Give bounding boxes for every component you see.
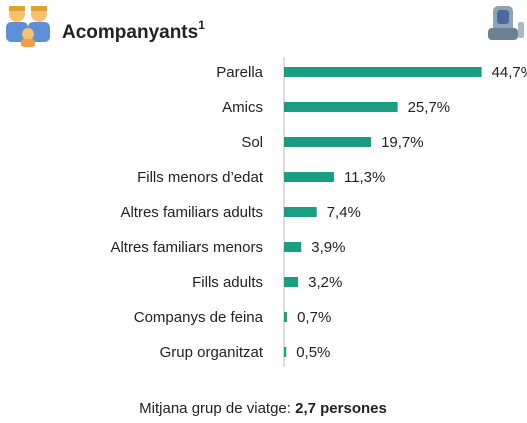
value-label: 0,7% — [297, 309, 331, 326]
category-label: Fills menors d’edat — [137, 169, 264, 186]
seat-icon — [488, 6, 524, 40]
value-label: 3,9% — [311, 239, 345, 256]
category-label: Parella — [216, 64, 263, 81]
bar — [284, 207, 317, 217]
category-label: Fills adults — [192, 274, 263, 291]
bar — [284, 102, 398, 112]
value-label: 19,7% — [381, 134, 424, 151]
value-label: 25,7% — [408, 99, 451, 116]
value-label: 3,2% — [308, 274, 342, 291]
category-label: Altres familiars adults — [120, 204, 263, 221]
people-icon — [6, 6, 50, 47]
category-label: Sol — [241, 134, 263, 151]
value-label: 7,4% — [327, 204, 361, 221]
value-label: 0,5% — [296, 344, 330, 361]
category-label: Grup organitzat — [160, 344, 264, 361]
bar — [284, 137, 372, 147]
bar — [284, 277, 299, 287]
category-label: Amics — [222, 99, 263, 116]
bar — [284, 242, 302, 252]
category-label: Companys de feina — [134, 309, 264, 326]
bar — [284, 312, 288, 322]
category-label: Altres familiars menors — [110, 239, 263, 256]
chart-title: Acompanyants1 — [62, 18, 205, 43]
bar — [284, 347, 287, 357]
value-label: 44,7% — [492, 64, 527, 81]
footnote: Mitjana grup de viatge: 2,7 persones — [139, 400, 387, 417]
value-label: 11,3% — [344, 169, 385, 186]
bar — [284, 172, 334, 182]
bar — [284, 67, 482, 77]
